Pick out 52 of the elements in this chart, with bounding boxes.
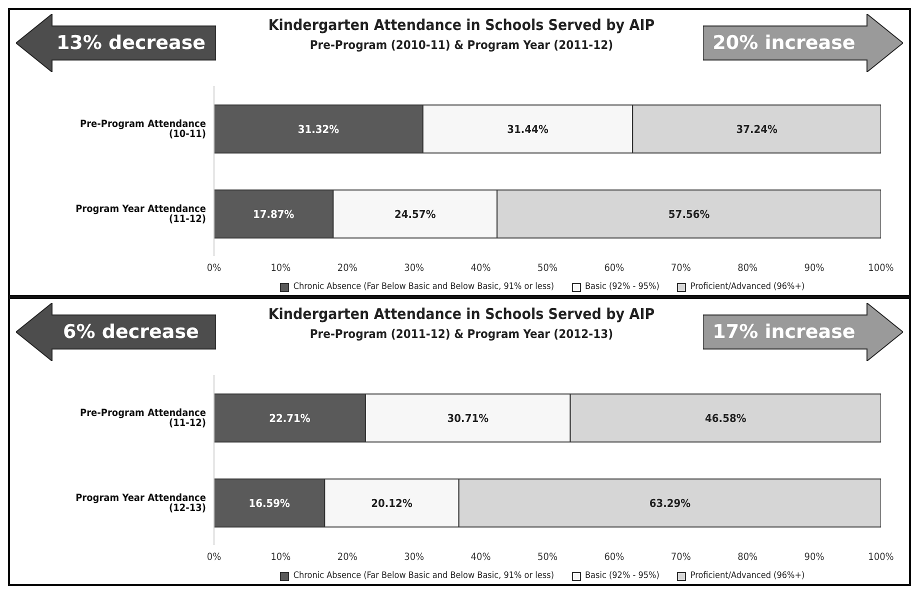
text: 6% decrease — [62, 320, 200, 344]
x-tick-label: 50% — [538, 552, 558, 564]
data-label: 63.29% — [649, 497, 691, 510]
text: 13% decrease — [56, 31, 206, 55]
legend-label: Proficient/Advanced (96%+) — [690, 571, 805, 581]
x-tick-label: 10% — [270, 263, 292, 274]
legend-label: Basic (92% - 95%) — [584, 282, 660, 292]
y-tick-label: Pre-Program Attendance (10-11) — [80, 119, 206, 140]
data-label: 22.71% — [269, 412, 310, 425]
data-label: 30.71% — [447, 412, 489, 425]
data-label: 31.44% — [507, 123, 548, 136]
x-tick-label: 90% — [804, 263, 825, 274]
x-tick-label: 20% — [337, 263, 358, 274]
text: 17% increase — [712, 320, 856, 344]
x-tick-label: 60% — [604, 552, 625, 564]
x-tick-label: 0% — [206, 263, 222, 274]
data-label: 31.32% — [298, 123, 340, 136]
data-label: 46.58% — [705, 412, 746, 425]
x-tick-label: 40% — [470, 263, 492, 274]
x-tick-label: 100% — [868, 263, 894, 274]
x-tick-label: 30% — [404, 552, 425, 564]
x-tick-label: 80% — [738, 552, 758, 564]
data-label: 17.87% — [252, 208, 294, 221]
data-label: 37.24% — [736, 123, 778, 136]
legend-label: Chronic Absence (Far Below Basic and Below Basic, 91% or less) — [293, 571, 554, 581]
x-tick-label: 90% — [804, 552, 825, 564]
chart-subtitle: Pre-Program (2011-12) & Program Year (2012-13) — [310, 327, 614, 341]
x-tick-label: 50% — [538, 263, 558, 274]
data-label: 20.12% — [371, 497, 412, 510]
x-tick-label: 100% — [868, 552, 894, 564]
x-tick-label: 20% — [337, 552, 358, 564]
data-label: 57.56% — [668, 208, 710, 221]
chart-subtitle: Pre-Program (2010-11) & Program Year (2011-12) — [310, 38, 614, 52]
x-tick-label: 80% — [738, 263, 758, 274]
chart-title: Kindergarten Attendance in Schools Served by AIP — [268, 305, 655, 323]
x-tick-label: 30% — [404, 263, 425, 274]
chart-title: Kindergarten Attendance in Schools Served by AIP — [268, 16, 655, 34]
x-tick-label: 10% — [270, 552, 292, 564]
data-label: 16.59% — [248, 497, 290, 510]
x-tick-label: 70% — [670, 263, 692, 274]
x-tick-label: 0% — [206, 552, 222, 564]
text: 20% increase — [712, 31, 856, 55]
y-tick-label: Program Year Attendance (11-12) — [76, 204, 206, 226]
y-tick-label: Program Year Attendance (12-13) — [76, 493, 206, 514]
x-tick-label: 40% — [470, 552, 492, 564]
y-tick-label: Pre-Program Attendance (11-12) — [80, 408, 206, 430]
data-label: 24.57% — [394, 208, 436, 221]
legend-label: Basic (92% - 95%) — [584, 571, 660, 581]
legend-label: Proficient/Advanced (96%+) — [690, 282, 805, 292]
x-tick-label: 60% — [604, 263, 625, 274]
x-tick-label: 70% — [670, 552, 692, 564]
legend-label: Chronic Absence (Far Below Basic and Below Basic, 91% or less) — [293, 282, 554, 292]
